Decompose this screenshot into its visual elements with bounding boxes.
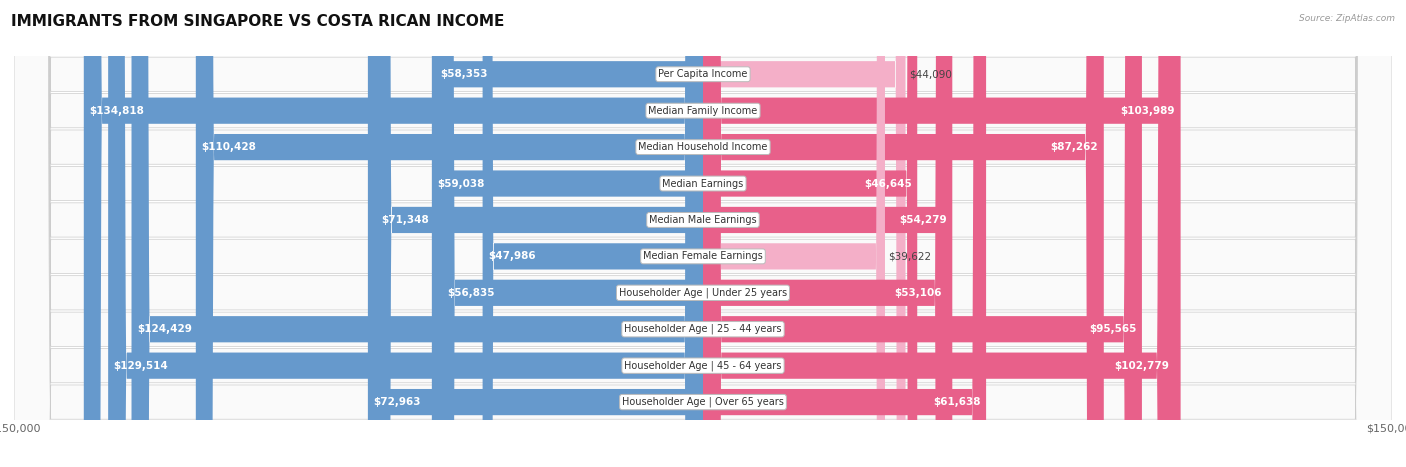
Text: Source: ZipAtlas.com: Source: ZipAtlas.com [1299,14,1395,23]
Text: $110,428: $110,428 [201,142,256,152]
Text: $87,262: $87,262 [1050,142,1098,152]
Text: Median Earnings: Median Earnings [662,178,744,189]
Text: $103,989: $103,989 [1121,106,1175,116]
FancyBboxPatch shape [482,0,703,467]
Text: $129,514: $129,514 [114,361,169,371]
Text: IMMIGRANTS FROM SINGAPORE VS COSTA RICAN INCOME: IMMIGRANTS FROM SINGAPORE VS COSTA RICAN… [11,14,505,29]
FancyBboxPatch shape [14,0,1392,467]
Text: Median Male Earnings: Median Male Earnings [650,215,756,225]
FancyBboxPatch shape [432,0,703,467]
FancyBboxPatch shape [703,0,952,467]
FancyBboxPatch shape [84,0,703,467]
Text: $71,348: $71,348 [381,215,429,225]
FancyBboxPatch shape [703,0,905,467]
FancyBboxPatch shape [14,0,1392,467]
FancyBboxPatch shape [132,0,703,467]
Text: $44,090: $44,090 [908,69,952,79]
Text: $46,645: $46,645 [863,178,911,189]
Text: $53,106: $53,106 [894,288,942,298]
FancyBboxPatch shape [375,0,703,467]
FancyBboxPatch shape [14,0,1392,467]
Text: $95,565: $95,565 [1090,324,1136,334]
FancyBboxPatch shape [434,0,703,467]
FancyBboxPatch shape [368,0,703,467]
FancyBboxPatch shape [703,0,1142,467]
FancyBboxPatch shape [108,0,703,467]
FancyBboxPatch shape [14,0,1392,467]
FancyBboxPatch shape [195,0,703,467]
FancyBboxPatch shape [14,0,1392,467]
Text: Median Household Income: Median Household Income [638,142,768,152]
Text: $61,638: $61,638 [934,397,980,407]
FancyBboxPatch shape [14,0,1392,467]
FancyBboxPatch shape [703,0,1104,467]
FancyBboxPatch shape [703,0,1181,467]
Text: Median Family Income: Median Family Income [648,106,758,116]
Text: Per Capita Income: Per Capita Income [658,69,748,79]
FancyBboxPatch shape [14,0,1392,467]
Text: Householder Age | Over 65 years: Householder Age | Over 65 years [621,397,785,407]
FancyBboxPatch shape [14,0,1392,467]
Text: $59,038: $59,038 [437,178,485,189]
Text: Householder Age | 25 - 44 years: Householder Age | 25 - 44 years [624,324,782,334]
FancyBboxPatch shape [703,0,1175,467]
Text: $72,963: $72,963 [374,397,420,407]
FancyBboxPatch shape [703,0,917,467]
Text: $58,353: $58,353 [440,69,488,79]
FancyBboxPatch shape [703,0,946,467]
Text: $102,779: $102,779 [1115,361,1170,371]
Text: Householder Age | Under 25 years: Householder Age | Under 25 years [619,288,787,298]
FancyBboxPatch shape [703,0,884,467]
FancyBboxPatch shape [14,0,1392,467]
Text: $134,818: $134,818 [90,106,145,116]
FancyBboxPatch shape [441,0,703,467]
Text: $124,429: $124,429 [136,324,191,334]
Text: $39,622: $39,622 [889,251,932,262]
Text: $47,986: $47,986 [488,251,536,262]
Text: $54,279: $54,279 [900,215,946,225]
Text: Median Female Earnings: Median Female Earnings [643,251,763,262]
Text: $56,835: $56,835 [447,288,495,298]
FancyBboxPatch shape [14,0,1392,467]
Text: Householder Age | 45 - 64 years: Householder Age | 45 - 64 years [624,361,782,371]
FancyBboxPatch shape [703,0,986,467]
